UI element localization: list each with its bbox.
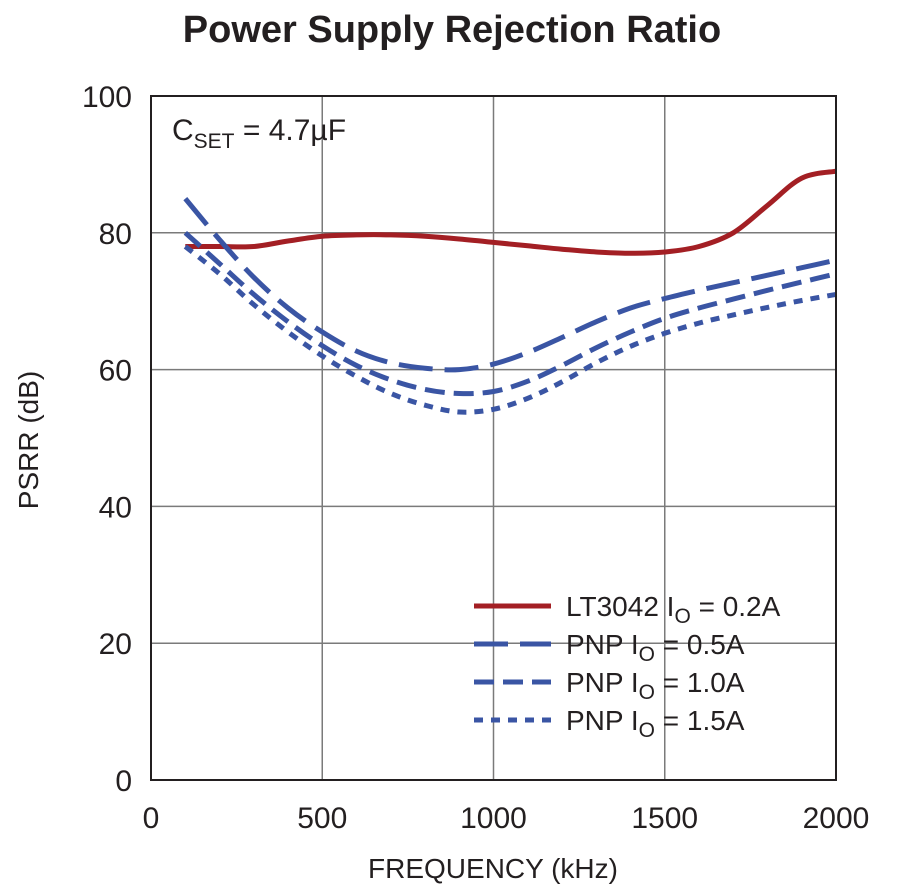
y-tick-label: 40 xyxy=(99,491,132,524)
x-tick-labels: 0 500 1000 1500 2000 xyxy=(143,802,870,835)
legend-label-pnp-1.0a: PNP IO = 1.0A xyxy=(566,667,745,704)
cset-annotation: CSET = 4.7µF xyxy=(172,114,346,153)
series-line-pnp-1.5a xyxy=(183,244,837,415)
x-tick-label: 2000 xyxy=(803,802,870,835)
x-tick-label: 1500 xyxy=(631,802,698,835)
x-tick-label: 500 xyxy=(297,802,347,835)
y-tick-label: 0 xyxy=(115,765,132,798)
annotation-sub: SET xyxy=(194,130,235,153)
grid-lines xyxy=(151,96,836,780)
series-layer xyxy=(183,168,837,415)
legend-label-pnp-0.5a: PNP IO = 0.5A xyxy=(566,629,745,666)
y-tick-label: 100 xyxy=(82,81,132,114)
series-line-pnp-1.0a xyxy=(183,230,837,397)
x-axis-label: FREQUENCY (kHz) xyxy=(368,853,618,884)
series-line-pnp-0.5a xyxy=(183,196,837,373)
series-line-lt3042-0.2a xyxy=(185,168,837,256)
annotation-main: C xyxy=(172,114,194,147)
plot-frame xyxy=(150,95,837,781)
y-tick-labels: 0 20 40 60 80 100 xyxy=(82,81,132,798)
legend-label-pnp-1.5a: PNP IO = 1.5A xyxy=(566,705,745,742)
y-tick-label: 20 xyxy=(99,628,132,661)
legend-label-lt3042-0.2a: LT3042 IO = 0.2A xyxy=(566,591,781,628)
chart-title: Power Supply Rejection Ratio xyxy=(183,9,721,51)
y-tick-label: 60 xyxy=(99,355,132,388)
x-tick-label: 1000 xyxy=(460,802,527,835)
y-tick-label: 80 xyxy=(99,218,132,251)
x-tick-label: 0 xyxy=(143,802,160,835)
annotation-rest: = 4.7µF xyxy=(235,114,347,147)
y-axis-label: PSRR (dB) xyxy=(13,371,44,509)
